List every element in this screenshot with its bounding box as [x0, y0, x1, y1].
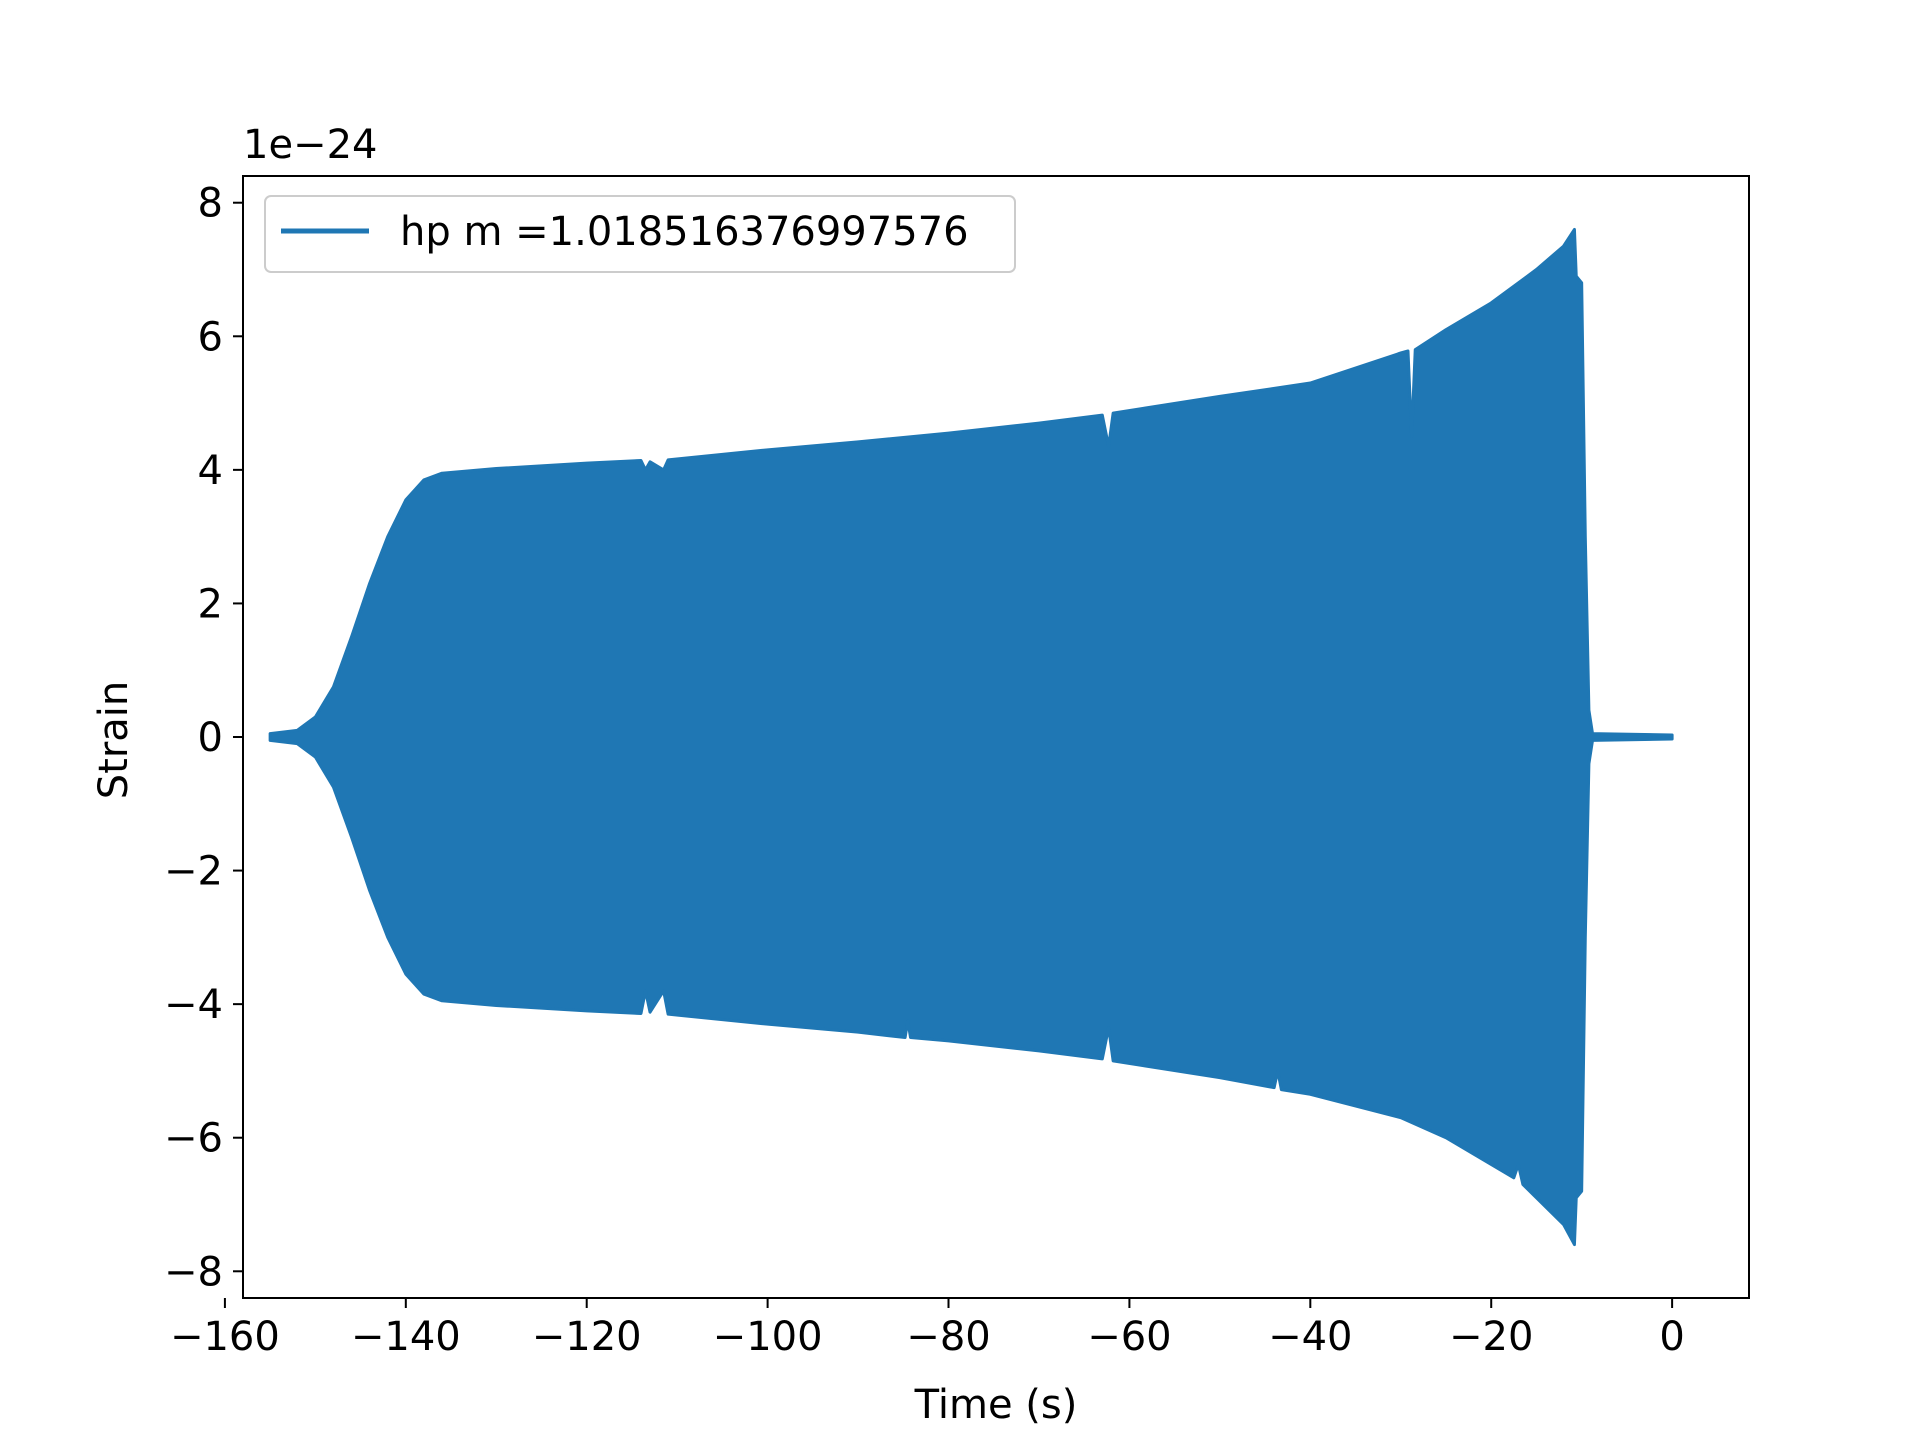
- y-tick-label: −6: [164, 1116, 223, 1162]
- y-tick-label: 6: [198, 314, 223, 360]
- x-tick-label: −60: [1087, 1314, 1171, 1360]
- x-tick-label: −20: [1449, 1314, 1533, 1360]
- y-tick-label: −2: [164, 849, 223, 895]
- y-axis-label: Strain: [91, 681, 137, 800]
- x-tick-label: −120: [532, 1314, 642, 1360]
- y-tick-label: 2: [198, 581, 223, 627]
- y-offset-label: 1e−24: [243, 122, 377, 168]
- y-tick-label: −4: [164, 982, 223, 1028]
- y-tick-label: 8: [198, 181, 223, 227]
- x-tick-label: −140: [351, 1314, 461, 1360]
- strain-waveform: [268, 227, 1674, 1247]
- y-tick-label: 0: [198, 715, 223, 761]
- plot-area: [268, 227, 1674, 1247]
- x-tick-label: −80: [906, 1314, 990, 1360]
- legend-box: [264, 195, 1016, 273]
- y-tick-label: 4: [198, 448, 223, 494]
- x-tick-label: −40: [1268, 1314, 1352, 1360]
- x-tick-label: −160: [170, 1314, 280, 1360]
- x-tick-label: −100: [713, 1314, 823, 1360]
- ticks: −160 −140 −120 −100 −80 −60 −40 −20 0−8−6−4−2024…: [164, 181, 1685, 1360]
- y-tick-label: −8: [164, 1249, 223, 1295]
- x-axis-label: Time (s): [914, 1382, 1078, 1428]
- legend: hp m =1.018516376997576: [264, 195, 1016, 273]
- x-tick-label: 0: [1659, 1314, 1684, 1360]
- legend-label: hp m =1.018516376997576: [400, 209, 969, 255]
